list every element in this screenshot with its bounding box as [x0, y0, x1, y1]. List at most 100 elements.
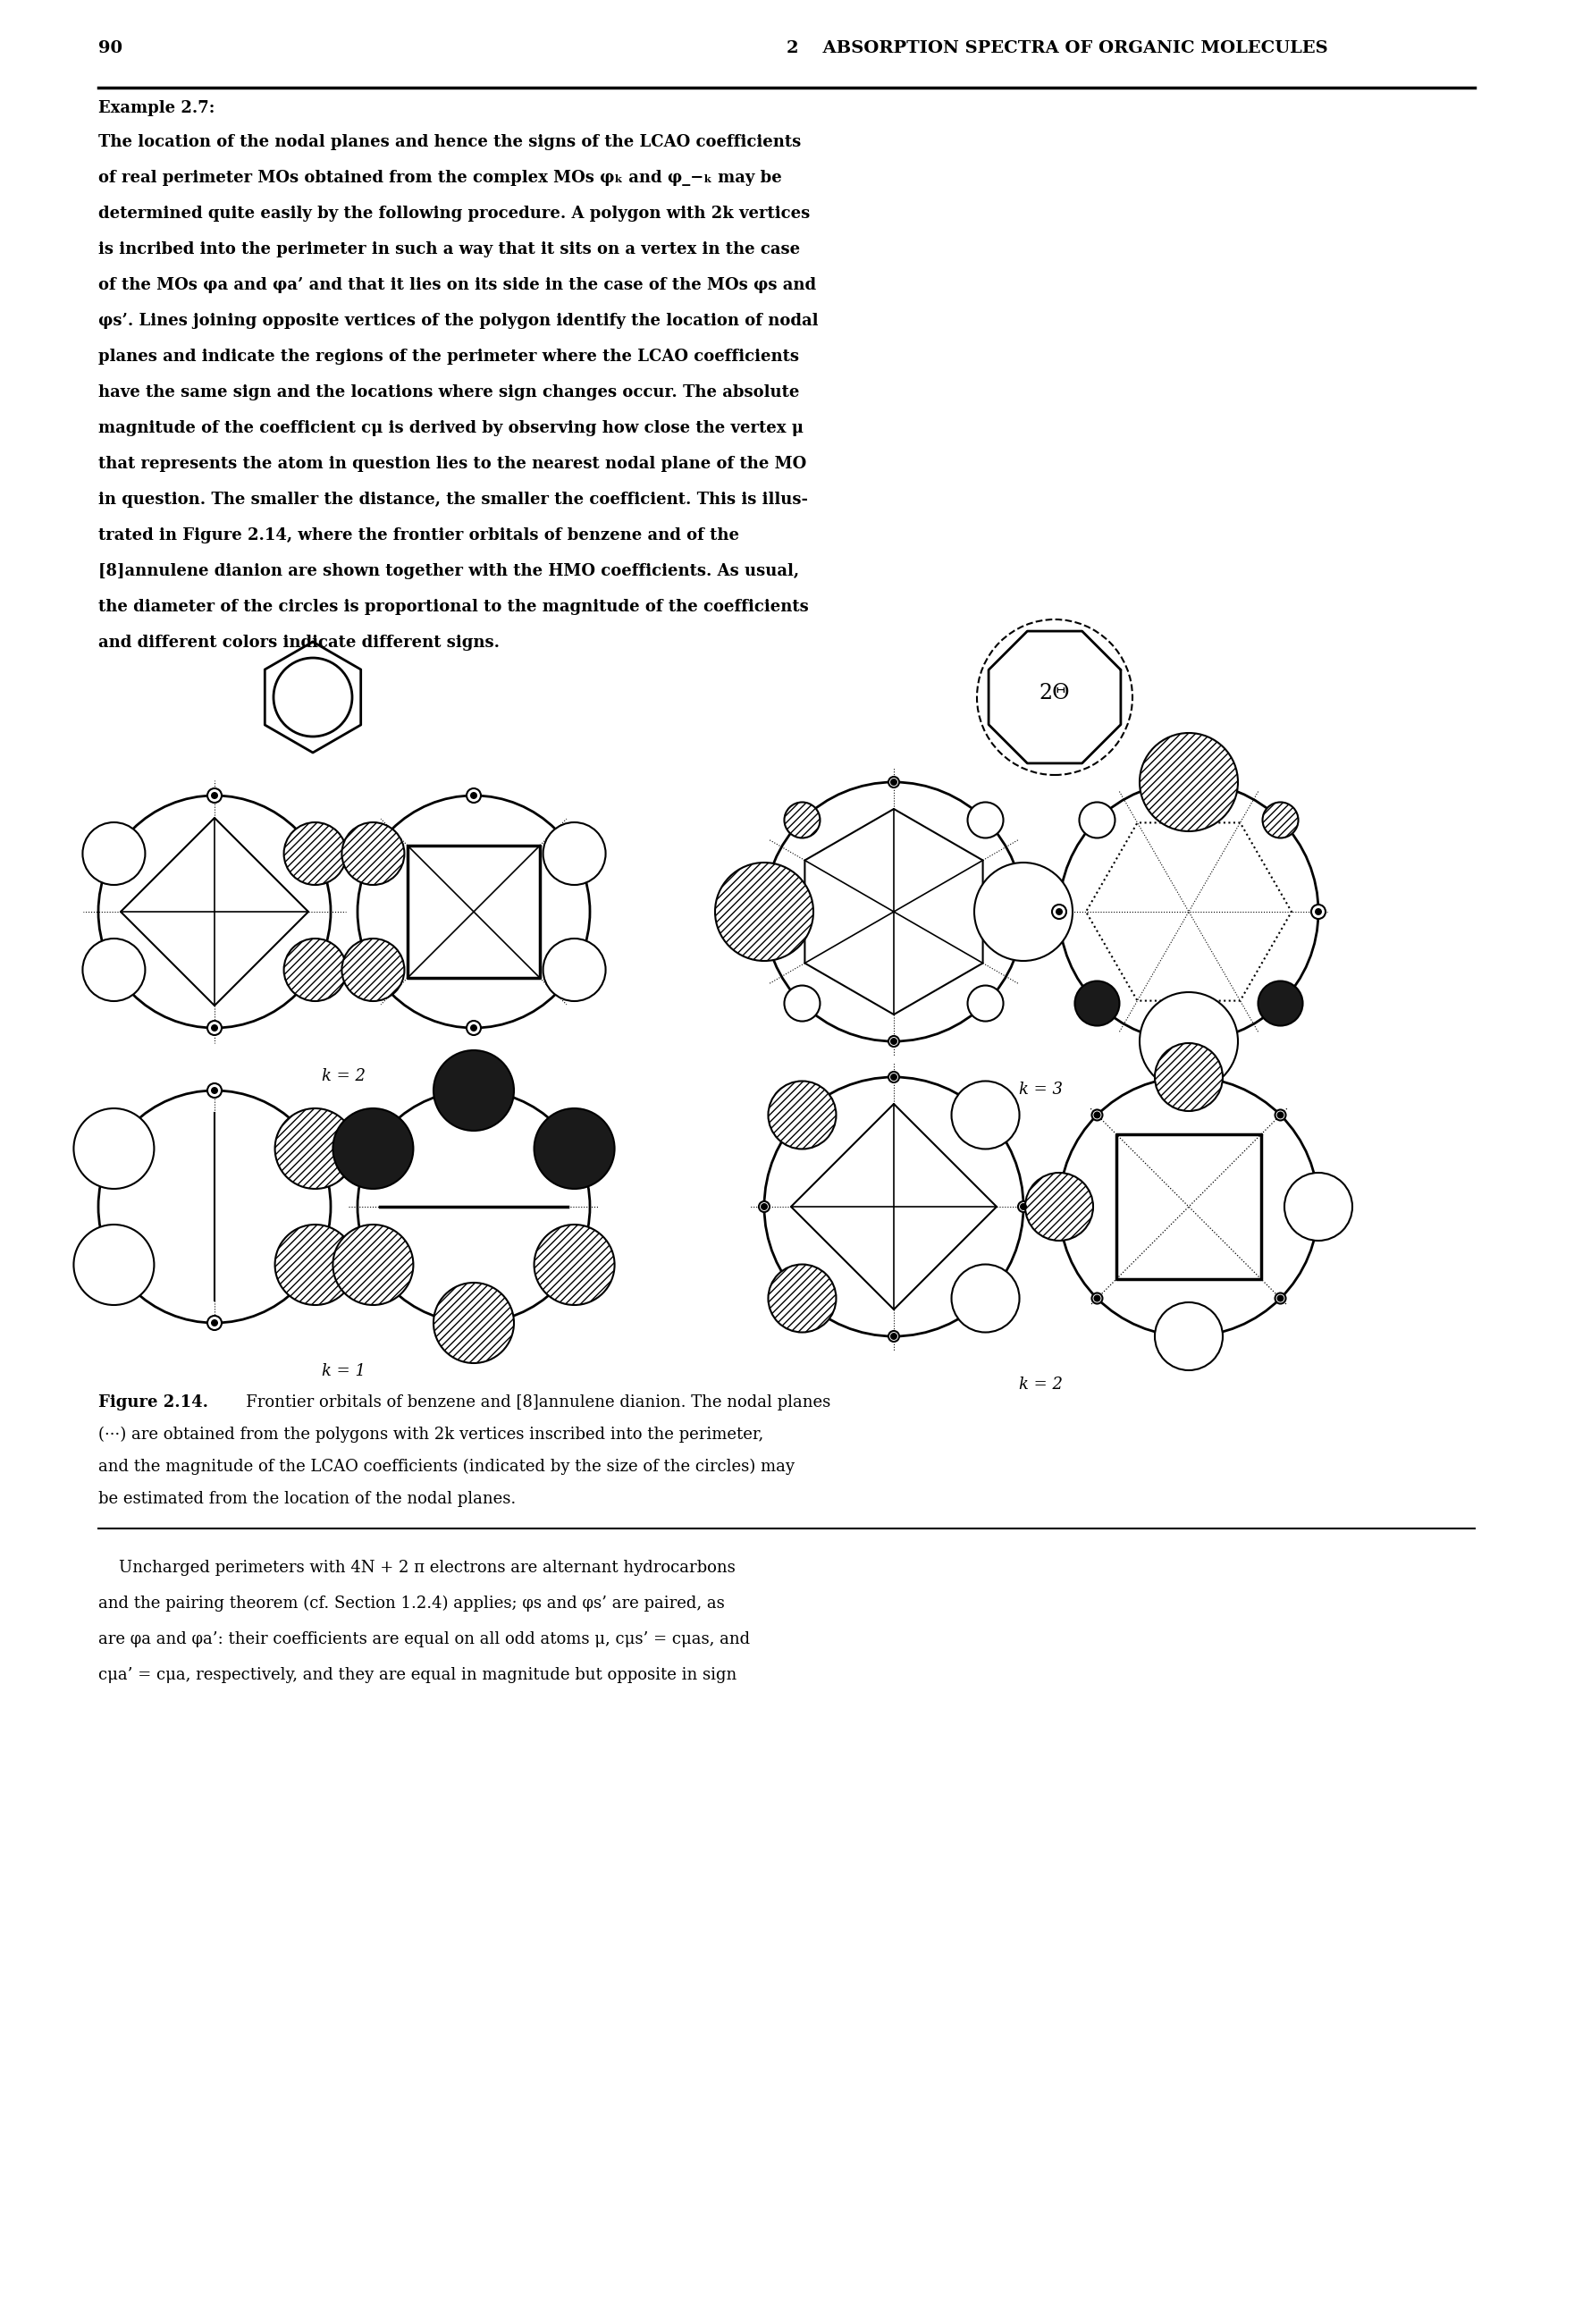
Circle shape [332, 1225, 414, 1306]
Circle shape [283, 823, 346, 885]
Text: φs’. Lines joining opposite vertices of the polygon identify the location of nod: φs’. Lines joining opposite vertices of … [98, 314, 818, 330]
Circle shape [208, 1315, 222, 1329]
Circle shape [1314, 909, 1322, 916]
Text: that represents the atom in question lies to the nearest nodal plane of the MO: that represents the atom in question lie… [98, 456, 806, 472]
Circle shape [759, 1202, 770, 1213]
Circle shape [283, 939, 346, 1002]
Circle shape [1075, 981, 1119, 1025]
Circle shape [1018, 1202, 1029, 1213]
Text: The location of the nodal planes and hence the signs of the LCAO coefficients: The location of the nodal planes and hen… [98, 135, 801, 151]
Circle shape [1092, 1292, 1102, 1304]
Circle shape [211, 1320, 219, 1327]
Circle shape [891, 1074, 897, 1081]
Circle shape [1277, 1111, 1284, 1118]
Circle shape [1277, 1294, 1284, 1301]
Text: is incribed into the perimeter in such a way that it sits on a vertex in the cas: is incribed into the perimeter in such a… [98, 242, 800, 258]
Text: Figure 2.14.: Figure 2.14. [98, 1394, 208, 1411]
Text: in question. The smaller the distance, the smaller the coefficient. This is illu: in question. The smaller the distance, t… [98, 493, 807, 507]
Text: and the pairing theorem (cf. Section 1.2.4) applies; φs and φs’ are paired, as: and the pairing theorem (cf. Section 1.2… [98, 1597, 724, 1613]
Text: k = 3: k = 3 [1020, 1081, 1062, 1097]
Text: and different colors indicate different signs.: and different colors indicate different … [98, 634, 499, 651]
Text: 90: 90 [98, 40, 123, 56]
Circle shape [466, 1020, 482, 1034]
Circle shape [471, 1025, 477, 1032]
Circle shape [1275, 1292, 1286, 1304]
Circle shape [211, 1025, 219, 1032]
Circle shape [1275, 1109, 1286, 1120]
Circle shape [768, 1081, 836, 1148]
Circle shape [1284, 1174, 1352, 1241]
Circle shape [891, 779, 897, 786]
Text: 2    ABSORPTION SPECTRA OF ORGANIC MOLECULES: 2 ABSORPTION SPECTRA OF ORGANIC MOLECULE… [787, 40, 1328, 56]
Circle shape [768, 1264, 836, 1332]
Text: planes and indicate the regions of the perimeter where the LCAO coefficients: planes and indicate the regions of the p… [98, 349, 800, 365]
Circle shape [211, 1088, 219, 1095]
Text: and the magnitude of the LCAO coefficients (indicated by the size of the circles: and the magnitude of the LCAO coefficien… [98, 1459, 795, 1476]
Circle shape [1311, 904, 1325, 918]
Circle shape [1080, 802, 1114, 839]
Text: magnitude of the coefficient cμ is derived by observing how close the vertex μ: magnitude of the coefficient cμ is deriv… [98, 421, 804, 437]
Circle shape [888, 1071, 899, 1083]
Circle shape [760, 1204, 768, 1211]
Circle shape [543, 939, 606, 1002]
Circle shape [1262, 802, 1299, 839]
Circle shape [342, 939, 405, 1002]
Text: are φa and φa’: their coefficients are equal on all odd atoms μ, cμs’ = cμas, an: are φa and φa’: their coefficients are e… [98, 1631, 751, 1648]
Circle shape [1020, 1204, 1026, 1211]
Circle shape [534, 1225, 614, 1306]
Circle shape [275, 1109, 356, 1190]
Circle shape [784, 985, 820, 1020]
Circle shape [1051, 904, 1066, 918]
Text: k = 1: k = 1 [323, 1364, 367, 1378]
Circle shape [208, 788, 222, 802]
Text: be estimated from the location of the nodal planes.: be estimated from the location of the no… [98, 1492, 516, 1506]
Text: [8]annulene dianion are shown together with the HMO coefficients. As usual,: [8]annulene dianion are shown together w… [98, 562, 800, 579]
Circle shape [211, 792, 219, 799]
Circle shape [968, 802, 1003, 839]
Text: k = 2: k = 2 [1020, 1376, 1062, 1392]
Circle shape [433, 1050, 515, 1132]
Circle shape [433, 1283, 515, 1364]
Text: determined quite easily by the following procedure. A polygon with 2k vertices: determined quite easily by the following… [98, 205, 811, 221]
Text: Frontier orbitals of benzene and [8]annulene dianion. The nodal planes: Frontier orbitals of benzene and [8]annu… [231, 1394, 831, 1411]
Circle shape [275, 1225, 356, 1306]
Text: (···) are obtained from the polygons with 2k vertices inscribed into the perimet: (···) are obtained from the polygons wit… [98, 1427, 763, 1443]
Text: Uncharged perimeters with 4N + 2 π electrons are alternant hydrocarbons: Uncharged perimeters with 4N + 2 π elect… [98, 1559, 735, 1576]
Circle shape [968, 985, 1003, 1020]
Circle shape [1094, 1111, 1100, 1118]
Circle shape [952, 1264, 1020, 1332]
Circle shape [82, 823, 145, 885]
Text: of the MOs φa and φa’ and that it lies on its side in the case of the MOs φs and: of the MOs φa and φa’ and that it lies o… [98, 277, 817, 293]
Text: have the same sign and the locations where sign changes occur. The absolute: have the same sign and the locations whe… [98, 383, 800, 400]
Circle shape [208, 1083, 222, 1097]
Circle shape [1056, 909, 1062, 916]
Circle shape [74, 1225, 154, 1306]
Text: of real perimeter MOs obtained from the complex MOs φₖ and φ_−ₖ may be: of real perimeter MOs obtained from the … [98, 170, 782, 186]
Circle shape [543, 823, 606, 885]
Text: trated in Figure 2.14, where the frontier orbitals of benzene and of the: trated in Figure 2.14, where the frontie… [98, 528, 740, 544]
Circle shape [952, 1081, 1020, 1148]
Circle shape [1092, 1109, 1102, 1120]
Circle shape [1025, 1174, 1092, 1241]
Circle shape [1094, 1294, 1100, 1301]
Circle shape [974, 862, 1072, 960]
Circle shape [1155, 1043, 1223, 1111]
Text: Example 2.7:: Example 2.7: [98, 100, 214, 116]
Circle shape [1258, 981, 1303, 1025]
Circle shape [715, 862, 814, 960]
Circle shape [342, 823, 405, 885]
Circle shape [891, 1039, 897, 1046]
Circle shape [466, 788, 482, 802]
Circle shape [1155, 1301, 1223, 1371]
Circle shape [891, 1332, 897, 1341]
Circle shape [784, 802, 820, 839]
Circle shape [534, 1109, 614, 1190]
Circle shape [332, 1109, 414, 1190]
Circle shape [74, 1109, 154, 1190]
Circle shape [1140, 732, 1237, 832]
Circle shape [888, 1037, 899, 1046]
Circle shape [82, 939, 145, 1002]
Text: k = 2: k = 2 [323, 1069, 367, 1085]
Circle shape [1140, 992, 1237, 1090]
Circle shape [208, 1020, 222, 1034]
